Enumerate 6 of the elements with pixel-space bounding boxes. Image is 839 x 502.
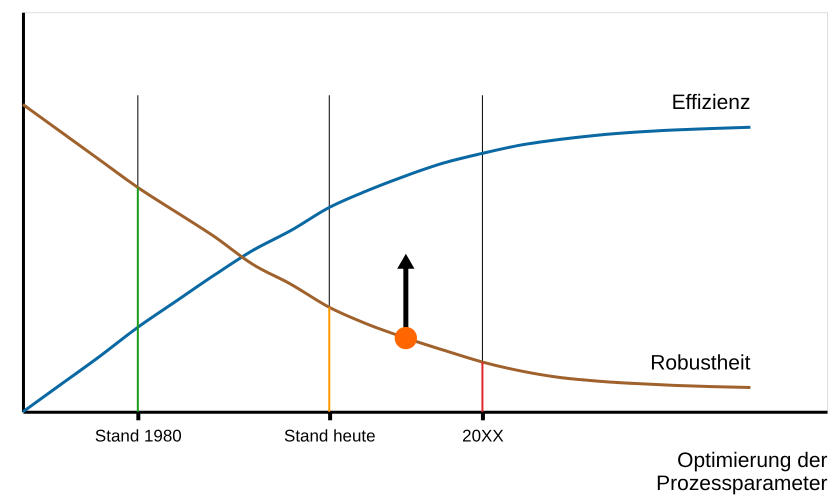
series-label: Effizienz: [672, 91, 750, 114]
series-label: Robustheit: [650, 352, 751, 375]
x-tick-label: 20XX: [462, 426, 504, 446]
x-tick-label: Stand 1980: [94, 426, 182, 446]
x-tick-label: Stand heute: [284, 426, 376, 446]
x-axis-title: Optimierung der Prozessparameter: [656, 449, 828, 496]
